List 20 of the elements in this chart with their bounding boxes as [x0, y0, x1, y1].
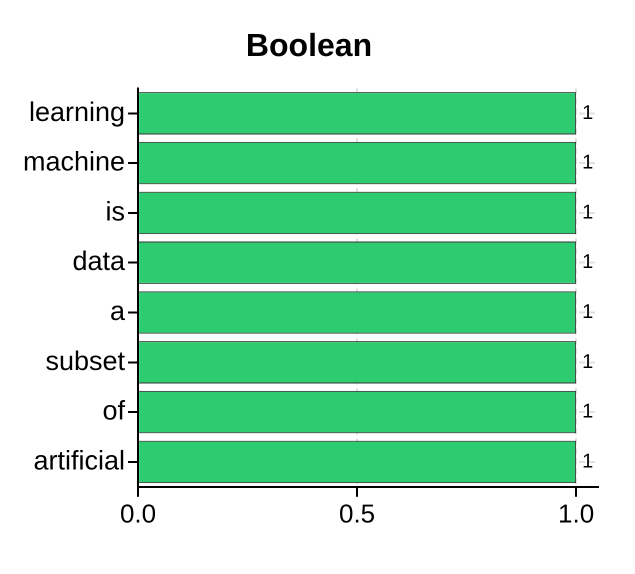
- data-label: 1: [582, 301, 594, 324]
- x-tick-label: 0.0: [120, 498, 156, 529]
- data-label: 1: [582, 201, 594, 224]
- y-tick-label: of: [102, 396, 126, 426]
- y-tick-label: subset: [45, 346, 126, 376]
- data-label: 1: [582, 400, 594, 423]
- data-label: 1: [582, 350, 594, 373]
- x-tick-label: 1.0: [558, 498, 594, 529]
- data-label: 1: [582, 152, 594, 174]
- y-tick-label: learning: [28, 96, 126, 127]
- chart-title: Boolean: [246, 27, 372, 64]
- y-tick-label: a: [110, 296, 126, 326]
- x-tick-label: 0.5: [339, 498, 376, 529]
- y-tick-label: artificial: [34, 445, 126, 476]
- y-tick-label: data: [72, 246, 126, 276]
- y-tick-label: is: [106, 196, 126, 226]
- data-label: 1: [582, 450, 594, 472]
- data-label: 1: [582, 251, 594, 274]
- data-label: 1: [582, 102, 594, 124]
- y-tick-label: machine: [22, 146, 126, 177]
